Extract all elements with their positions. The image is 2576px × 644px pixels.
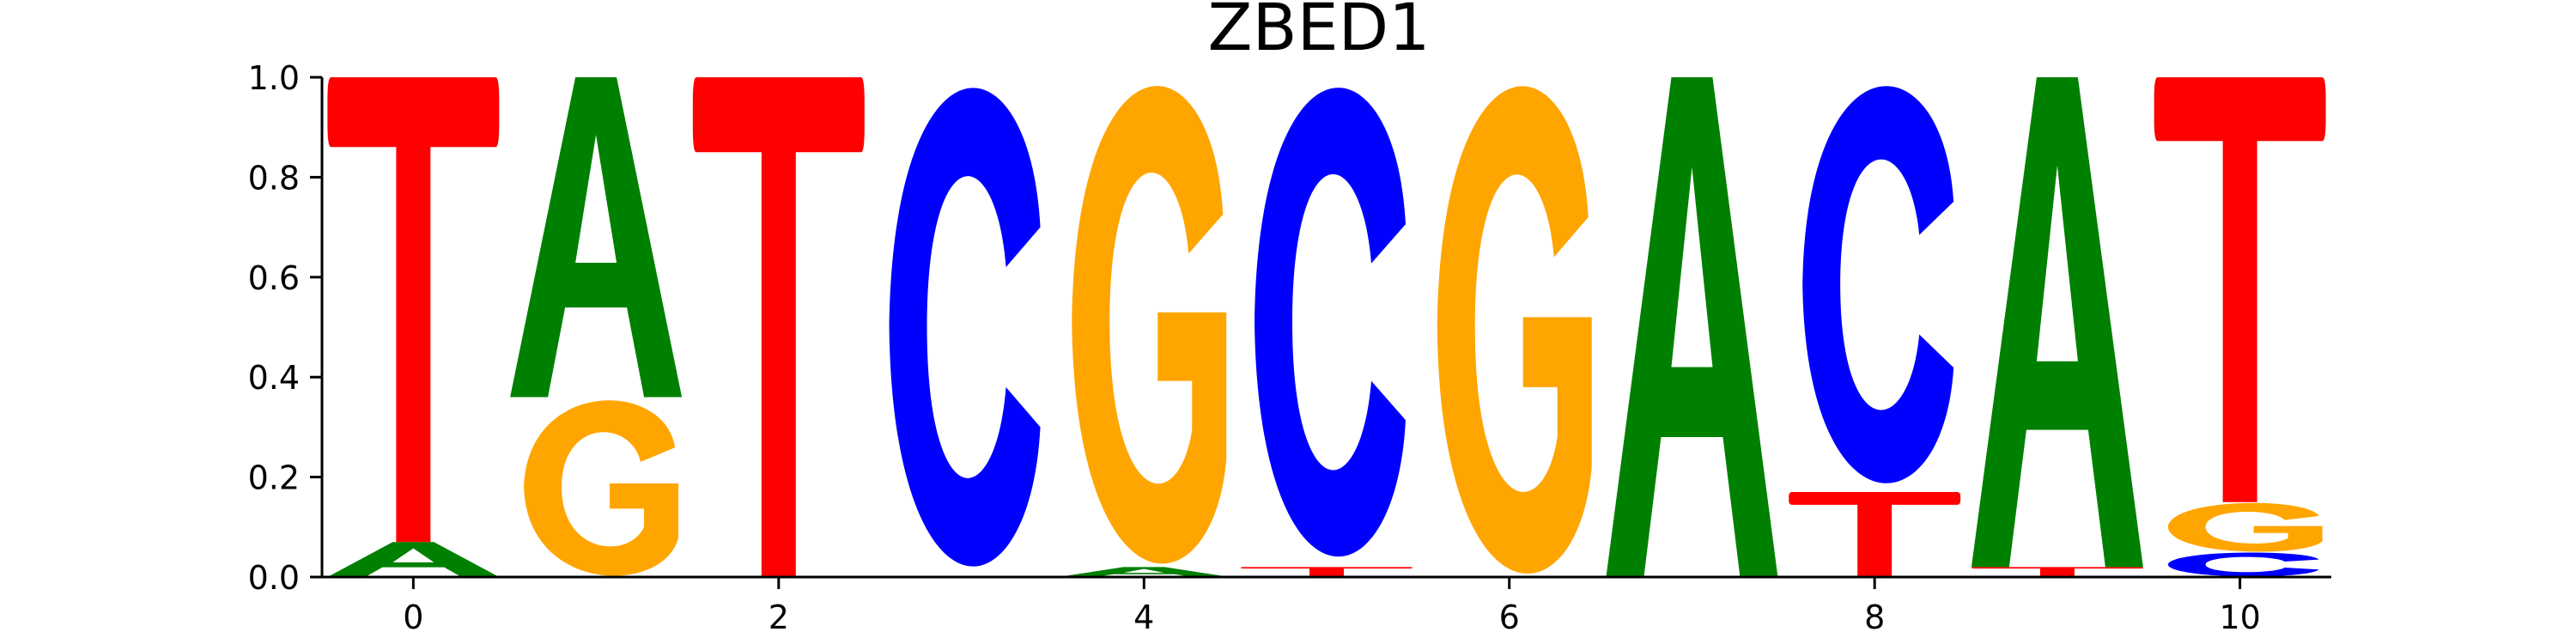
letter-a-pos-4 xyxy=(1058,567,1230,577)
letter-t-pos-0 xyxy=(327,77,500,543)
letter-a-pos-7 xyxy=(1606,77,1778,577)
letter-t-pos-2 xyxy=(692,77,865,577)
letter-c-pos-5 xyxy=(1255,88,1406,557)
x-tick-label: 8 xyxy=(1864,598,1885,636)
letter-g-pos-10 xyxy=(2167,502,2323,552)
letter-a-pos-9 xyxy=(1971,77,2143,568)
letter-g-pos-4 xyxy=(1072,86,1227,564)
x-tick-label: 2 xyxy=(769,598,789,636)
letter-t-pos-5 xyxy=(1241,567,1413,577)
x-tick-label: 0 xyxy=(403,598,423,636)
chart-title: ZBED1 xyxy=(1207,0,1430,65)
axes: 0.0 0.2 0.4 0.6 0.8 1.0 0 2 4 6 8 10 xyxy=(248,59,2331,636)
y-tick-label: 0.6 xyxy=(248,259,300,297)
letter-t-pos-8 xyxy=(1789,492,1961,577)
y-tick-label: 0.2 xyxy=(248,459,300,497)
y-tick-label: 1.0 xyxy=(248,59,300,97)
x-tick-label: 10 xyxy=(2219,598,2260,636)
x-tick-label: 6 xyxy=(1499,598,1520,636)
letter-g-pos-1 xyxy=(524,400,679,576)
letter-c-pos-8 xyxy=(1802,86,1954,483)
letter-c-pos-3 xyxy=(889,88,1041,567)
letter-a-pos-1 xyxy=(510,77,683,398)
y-tick-label: 0.0 xyxy=(248,559,300,597)
x-tick-label: 4 xyxy=(1133,598,1154,636)
letter-c-pos-10 xyxy=(2167,552,2319,577)
plot-area xyxy=(327,77,2326,577)
letter-g-pos-6 xyxy=(1437,86,1592,574)
letter-t-pos-10 xyxy=(2154,77,2326,502)
letter-t-pos-9 xyxy=(1971,567,2143,577)
y-tick-label: 0.8 xyxy=(248,159,300,197)
letter-a-pos-0 xyxy=(327,542,500,577)
y-tick-label: 0.4 xyxy=(248,359,300,397)
